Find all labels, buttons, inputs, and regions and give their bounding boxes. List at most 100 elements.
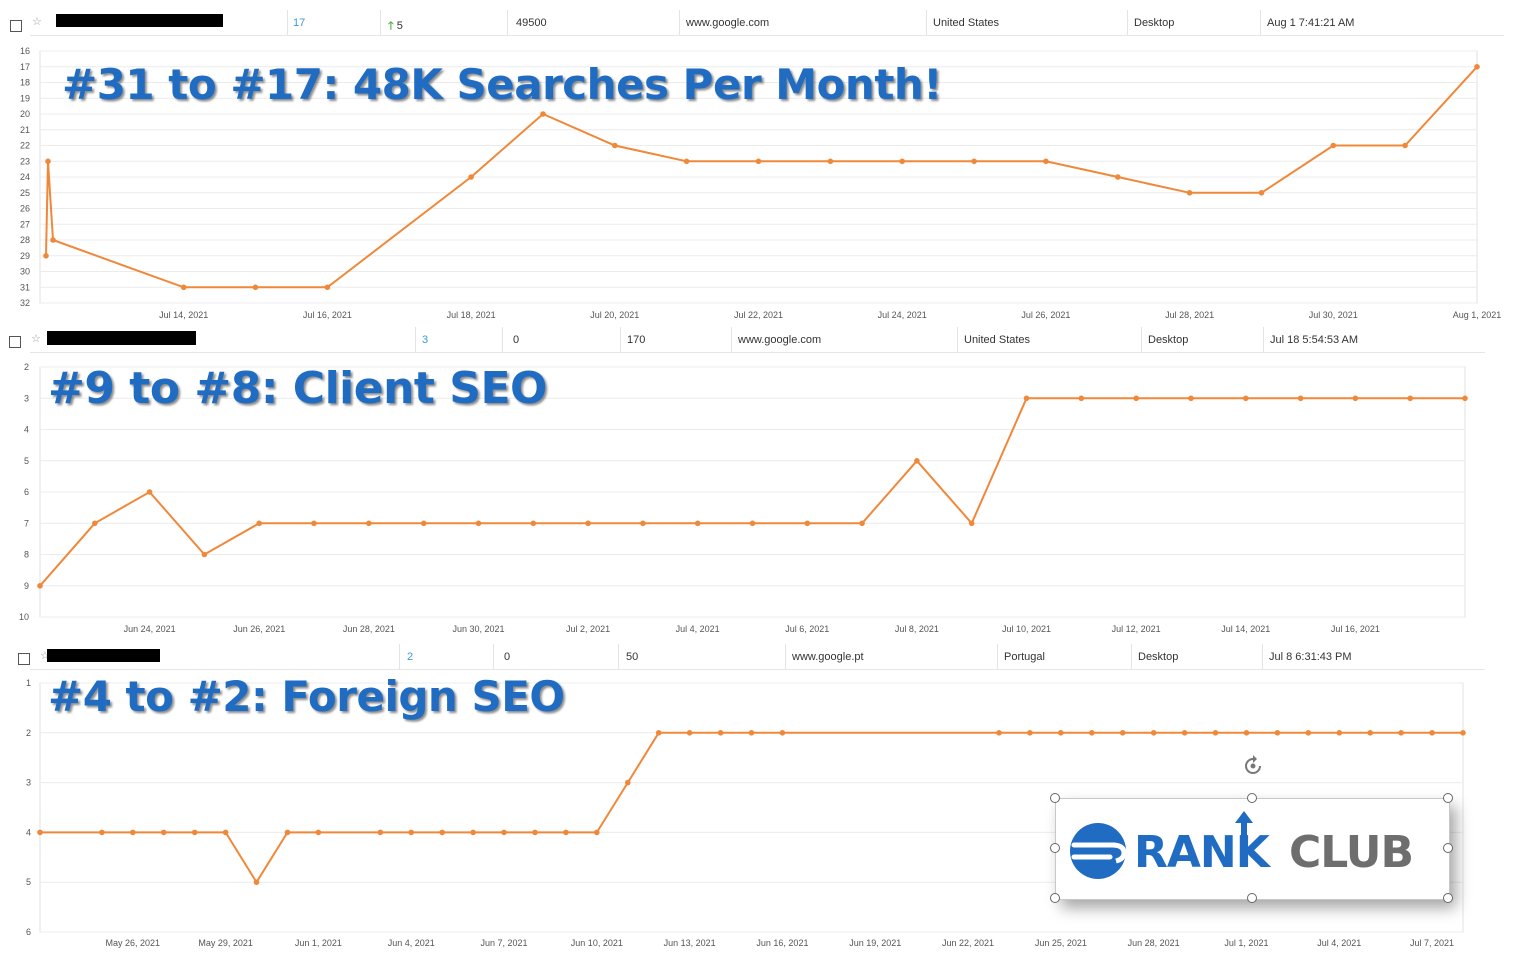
data-point xyxy=(146,489,153,495)
resize-handle[interactable] xyxy=(1443,793,1453,803)
x-tick-label: Jun 26, 2021 xyxy=(233,624,285,634)
rank-change: 🡑 5 xyxy=(388,17,403,36)
redacted-keyword xyxy=(47,331,196,345)
data-point xyxy=(1460,730,1466,736)
y-tick-label: 6 xyxy=(24,487,29,497)
y-tick-label: 7 xyxy=(24,518,29,528)
x-tick-label: Jul 4, 2021 xyxy=(1317,938,1361,948)
last-updated: Jul 18 5:54:53 AM xyxy=(1270,334,1359,346)
x-tick-label: Aug 1, 2021 xyxy=(1453,310,1502,320)
x-tick-label: Jun 25, 2021 xyxy=(1035,938,1087,948)
y-tick-label: 5 xyxy=(26,877,31,887)
y-tick-label: 18 xyxy=(20,78,30,88)
x-tick-label: Jul 1, 2021 xyxy=(1224,938,1268,948)
resize-handle[interactable] xyxy=(1443,893,1453,903)
data-point xyxy=(971,158,977,165)
data-point xyxy=(37,829,43,836)
search-volume: 170 xyxy=(627,334,646,346)
data-point xyxy=(694,520,701,527)
current-rank-link[interactable]: 17 xyxy=(293,17,306,29)
star-icon[interactable]: ☆ xyxy=(40,650,50,662)
country: Portugal xyxy=(1004,651,1045,663)
resize-handle[interactable] xyxy=(1247,793,1257,803)
y-tick-label: 32 xyxy=(20,298,30,308)
data-point xyxy=(530,520,537,527)
y-tick-label: 10 xyxy=(19,612,29,622)
data-point xyxy=(779,730,786,736)
data-point xyxy=(315,829,322,836)
x-tick-label: Jun 22, 2021 xyxy=(942,938,994,948)
data-point xyxy=(408,829,415,836)
x-tick-label: Jul 8, 2021 xyxy=(895,624,939,634)
x-tick-label: Jun 4, 2021 xyxy=(388,938,435,948)
data-point xyxy=(366,520,372,527)
data-point xyxy=(968,520,975,527)
data-point xyxy=(180,284,187,291)
resize-handle[interactable] xyxy=(1443,843,1453,853)
rotate-icon[interactable] xyxy=(1241,754,1265,778)
data-point xyxy=(1407,395,1413,402)
rank-history-chart-2: 2 3 4 5 6 7 8 9 10 Jun 24, 2021 Jun 26, 2021 Jun 28… xyxy=(19,362,1468,634)
data-point xyxy=(1043,158,1049,165)
y-tick-label: 25 xyxy=(20,188,30,198)
data-point xyxy=(1297,395,1304,402)
y-tick-label: 29 xyxy=(20,251,30,261)
headline-2: #9 to #8: Client SEO xyxy=(48,363,547,414)
keyword-row[interactable]: ☆ 17 🡑 5 49500 www.google.com United Sta… xyxy=(0,10,1510,36)
data-point xyxy=(640,520,646,527)
redacted-keyword xyxy=(47,649,160,662)
rankclub-logo[interactable]: RANK CLUB xyxy=(1055,798,1450,900)
y-tick-label: 4 xyxy=(24,425,29,435)
keyword-row[interactable]: ☆ 3 0 170 www.google.com United States D… xyxy=(0,327,1490,353)
keyword-row[interactable]: ☆ 2 0 50 www.google.pt Portugal Desktop … xyxy=(0,644,1490,670)
data-point xyxy=(1398,730,1404,736)
resize-handle[interactable] xyxy=(1247,893,1257,903)
data-point xyxy=(655,730,662,736)
x-tick-label: Jun 30, 2021 xyxy=(452,624,504,634)
resize-handle[interactable] xyxy=(1050,843,1060,853)
x-tick-label: Jul 6, 2021 xyxy=(785,624,829,634)
data-point xyxy=(585,520,591,527)
data-point xyxy=(1058,730,1064,736)
resize-handle[interactable] xyxy=(1050,793,1060,803)
data-point xyxy=(1274,730,1281,736)
data-point xyxy=(470,829,476,836)
checkbox-icon[interactable] xyxy=(18,653,30,665)
data-point xyxy=(1402,142,1408,149)
x-tick-label: May 26, 2021 xyxy=(106,938,161,948)
y-tick-label: 3 xyxy=(26,778,31,788)
data-point xyxy=(50,237,56,243)
y-tick-label: 16 xyxy=(20,46,30,56)
data-point xyxy=(43,253,49,259)
data-point xyxy=(914,458,920,464)
checkbox-icon[interactable] xyxy=(9,336,21,348)
star-icon[interactable]: ☆ xyxy=(31,333,41,345)
data-point xyxy=(1305,730,1312,736)
data-point xyxy=(996,730,1002,736)
data-point xyxy=(859,520,865,527)
checkbox-icon[interactable] xyxy=(10,20,22,32)
arrow-up-icon xyxy=(1235,811,1253,847)
y-tick-label: 2 xyxy=(24,362,29,372)
star-icon[interactable]: ☆ xyxy=(32,16,42,28)
current-rank-link[interactable]: 3 xyxy=(422,334,429,346)
data-point xyxy=(1474,64,1480,70)
data-point xyxy=(686,730,693,736)
x-tick-label: Jun 16, 2021 xyxy=(756,938,808,948)
data-point xyxy=(563,829,569,836)
logo-word-club: CLUB xyxy=(1289,827,1414,878)
data-point xyxy=(92,520,98,527)
data-point xyxy=(256,520,263,527)
data-point xyxy=(99,829,105,836)
data-point xyxy=(311,520,317,527)
x-tick-label: May 29, 2021 xyxy=(198,938,253,948)
rc-logo-mark-icon xyxy=(1070,823,1127,879)
data-point xyxy=(804,520,811,527)
data-point xyxy=(37,583,43,589)
data-point xyxy=(160,829,167,836)
resize-handle[interactable] xyxy=(1050,893,1060,903)
y-tick-label: 22 xyxy=(20,141,30,151)
data-point xyxy=(827,158,834,165)
current-rank-link[interactable]: 2 xyxy=(407,651,414,663)
logo-word-rank: RANK xyxy=(1134,827,1270,878)
